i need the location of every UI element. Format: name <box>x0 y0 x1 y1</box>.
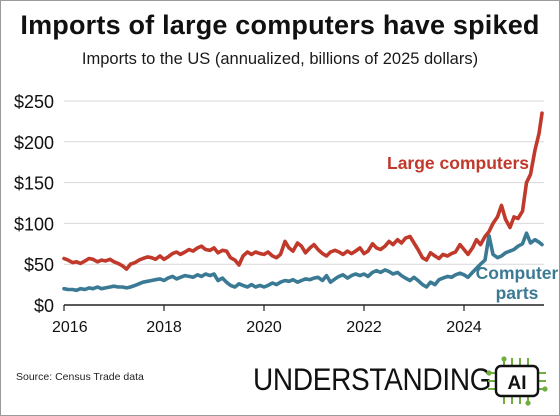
y-tick-label: $0 <box>34 296 54 316</box>
y-tick-label: $200 <box>14 133 54 153</box>
chart-subtitle: Imports to the US (annualized, billions … <box>81 50 479 68</box>
series-label-line: Large computers <box>387 153 529 173</box>
chip-logo-icon: AI <box>486 356 548 406</box>
series-label-line: Computer <box>476 263 559 283</box>
x-tick-label: 2018 <box>146 319 182 336</box>
x-tick-label: 2024 <box>446 319 482 336</box>
chart-title: Imports of large computers have spiked <box>20 10 540 40</box>
y-tick-label: $50 <box>24 255 54 275</box>
x-tick-label: 2020 <box>246 319 282 336</box>
x-tick-label: 2016 <box>52 319 88 336</box>
brand-wordmark: UNDERSTANDING <box>253 362 492 397</box>
series-line-computer-parts <box>62 231 544 293</box>
y-tick-label: $250 <box>14 92 54 112</box>
x-tick-label: 2022 <box>346 319 382 336</box>
series-labels: Large computers Computer parts <box>387 153 559 303</box>
series-label: Computer parts <box>476 263 559 303</box>
axes: $0 $50 $100 $150 $200 $250 2016 2018 2020 2022 202… <box>14 92 544 336</box>
logo-text: AI <box>508 373 527 394</box>
source-note: Source: Census Trade data <box>16 371 144 383</box>
series-label: Large computers <box>387 153 529 173</box>
series-lines <box>62 111 544 293</box>
y-tick-label: $150 <box>14 174 54 194</box>
series-label-line: parts <box>496 283 539 303</box>
y-tick-label: $100 <box>14 214 54 234</box>
series-line-large-computers <box>62 111 544 271</box>
gridlines <box>64 100 544 265</box>
